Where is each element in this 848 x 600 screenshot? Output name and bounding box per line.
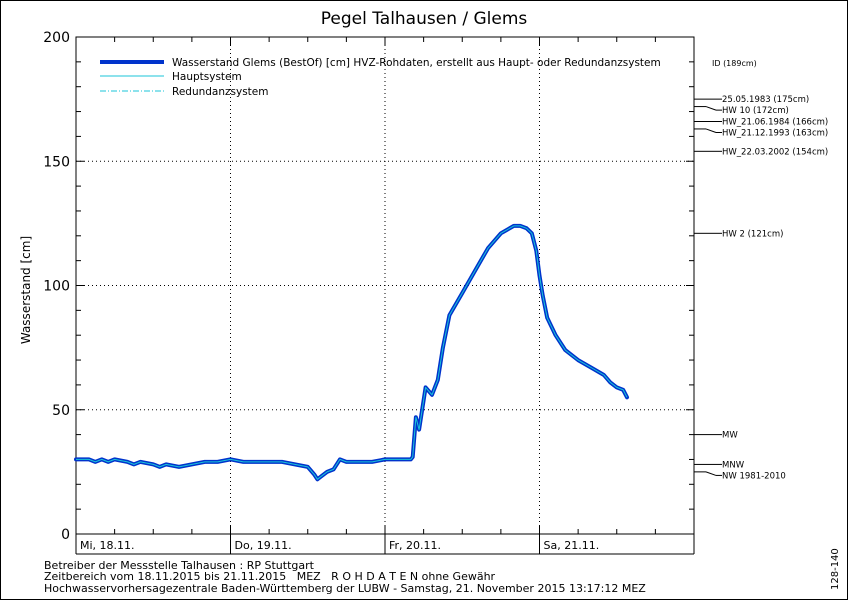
x-tick-label: Sa, 21.11. (544, 539, 600, 552)
chart-title: Pegel Talhausen / Glems (321, 9, 528, 29)
footer-operator: Betreiber der Messstelle Talhausen : RP … (44, 559, 315, 572)
series-group (74, 223, 629, 482)
y-axis-label: Wasserstand [cm] (19, 236, 33, 344)
reference-markers: 25.05.1983 (175cm)HW 10 (172cm)HW_21.06.… (694, 95, 828, 481)
series-line-hauptsystem (76, 225, 628, 480)
x-axis-ticks: Mi, 18.11. Do, 19.11. Fr, 20.11. Sa, 21.11. (75, 37, 695, 555)
y-tick-label: 50 (52, 403, 70, 419)
marker-label: NW 1981-2010 (722, 471, 786, 481)
series-line-wasserstand (74, 223, 629, 482)
y-tick-label: 150 (43, 154, 70, 170)
legend-label-main-suffix: ID (189cm) (712, 59, 757, 68)
marker-label: HW 10 (172cm) (722, 106, 789, 116)
marker-leader (705, 128, 717, 133)
y-axis-ticks: 0 50 100 150 200 (43, 30, 694, 543)
legend-label-redundanz: Redundanzsystem (172, 86, 268, 98)
legend-label-haupt: Hauptsystem (172, 71, 242, 83)
marker-label: HW_22.03.2002 (154cm) (722, 147, 828, 157)
x-tick-label: Mi, 18.11. (80, 539, 135, 552)
marker-leader (705, 106, 717, 111)
legend: Wasserstand Glems (BestOf) [cm] HVZ-Rohd… (100, 57, 757, 98)
footer-timerange: Zeitbereich vom 18.11.2015 bis 21.11.201… (44, 570, 496, 583)
y-tick-label: 0 (61, 527, 70, 543)
marker-label: HW_21.12.1993 (163cm) (722, 128, 828, 138)
marker-label: HW 2 (121cm) (722, 229, 783, 239)
y-tick-label: 100 (43, 279, 70, 295)
marker-label: 25.05.1983 (175cm) (722, 95, 809, 105)
marker-label: MNW (722, 460, 745, 470)
y-tick-label: 200 (43, 30, 70, 46)
marker-label: HW_21.06.1984 (166cm) (722, 117, 828, 127)
marker-label: MW (722, 431, 738, 441)
footer-agency: Hochwasservorhersagezentrale Baden-Württ… (44, 582, 646, 595)
x-tick-label: Do, 19.11. (235, 539, 292, 552)
x-tick-label: Fr, 20.11. (389, 539, 441, 552)
side-code: 128-140 (830, 548, 841, 590)
marker-leader (705, 471, 717, 476)
legend-label-main: Wasserstand Glems (BestOf) [cm] HVZ-Rohd… (172, 57, 661, 69)
